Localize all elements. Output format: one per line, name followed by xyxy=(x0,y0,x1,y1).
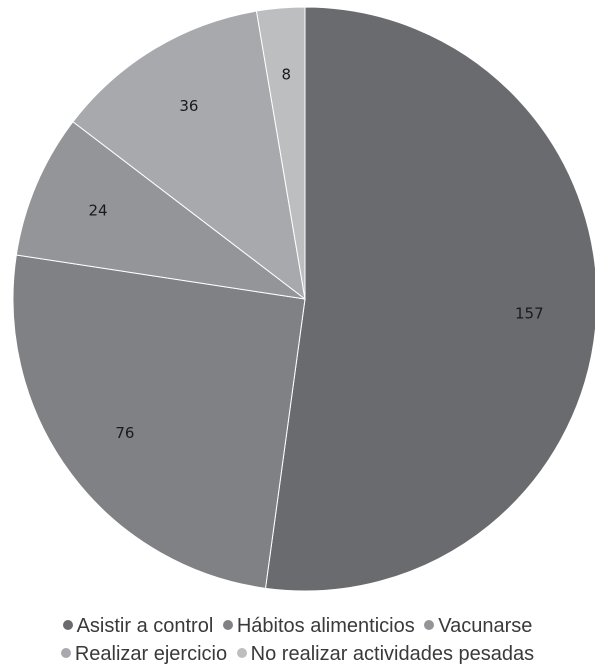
pie-slice-asistir-a-control xyxy=(264,6,595,592)
legend-item-habitos-alimenticios: Hábitos alimenticios xyxy=(222,612,415,640)
legend-marker-realizar-ejercicio xyxy=(60,648,71,658)
legend-row-2: Realizar ejercicio No realizar actividad… xyxy=(0,640,595,668)
legend-marker-no-realizar-actividades-pesadas xyxy=(236,648,247,658)
legend-item-no-realizar-actividades-pesadas: No realizar actividades pesadas xyxy=(236,640,535,668)
pie-data-labels: 157 76 24 36 8 xyxy=(89,65,544,442)
chart-legend: Asistir a control Hábitos alimenticios V… xyxy=(0,612,595,668)
legend-marker-habitos-alimenticios xyxy=(222,620,233,630)
data-label-no-realizar-actividades-pesadas: 8 xyxy=(281,65,291,83)
legend-label-vacunarse: Vacunarse xyxy=(438,615,533,637)
legend-item-asistir-a-control: Asistir a control xyxy=(62,612,214,640)
legend-row-1: Asistir a control Hábitos alimenticios V… xyxy=(0,612,595,640)
data-label-vacunarse: 24 xyxy=(89,202,108,220)
legend-marker-asistir-a-control xyxy=(62,620,73,630)
data-label-asistir-a-control: 157 xyxy=(515,305,544,323)
pie-slices xyxy=(12,6,595,592)
pie-slice-realizar-ejercicio xyxy=(72,10,306,301)
legend-label-no-realizar-actividades-pesadas: No realizar actividades pesadas xyxy=(250,643,535,665)
legend-item-vacunarse: Vacunarse xyxy=(424,612,532,640)
legend-item-realizar-ejercicio: Realizar ejercicio xyxy=(60,640,228,668)
pie-slice-vacunarse xyxy=(15,121,306,300)
data-label-realizar-ejercicio: 36 xyxy=(179,97,198,115)
pie-chart: 157 76 24 36 8 xyxy=(12,6,595,592)
legend-marker-vacunarse xyxy=(424,620,435,630)
legend-label-asistir-a-control: Asistir a control xyxy=(76,615,214,637)
legend-label-realizar-ejercicio: Realizar ejercicio xyxy=(74,643,228,665)
legend-label-habitos-alimenticios: Hábitos alimenticios xyxy=(236,615,415,637)
data-label-habitos-alimenticios: 76 xyxy=(115,424,134,442)
pie-slice-no-realizar-actividades-pesadas xyxy=(255,6,306,300)
pie-slice-habitos-alimenticios xyxy=(12,254,306,589)
